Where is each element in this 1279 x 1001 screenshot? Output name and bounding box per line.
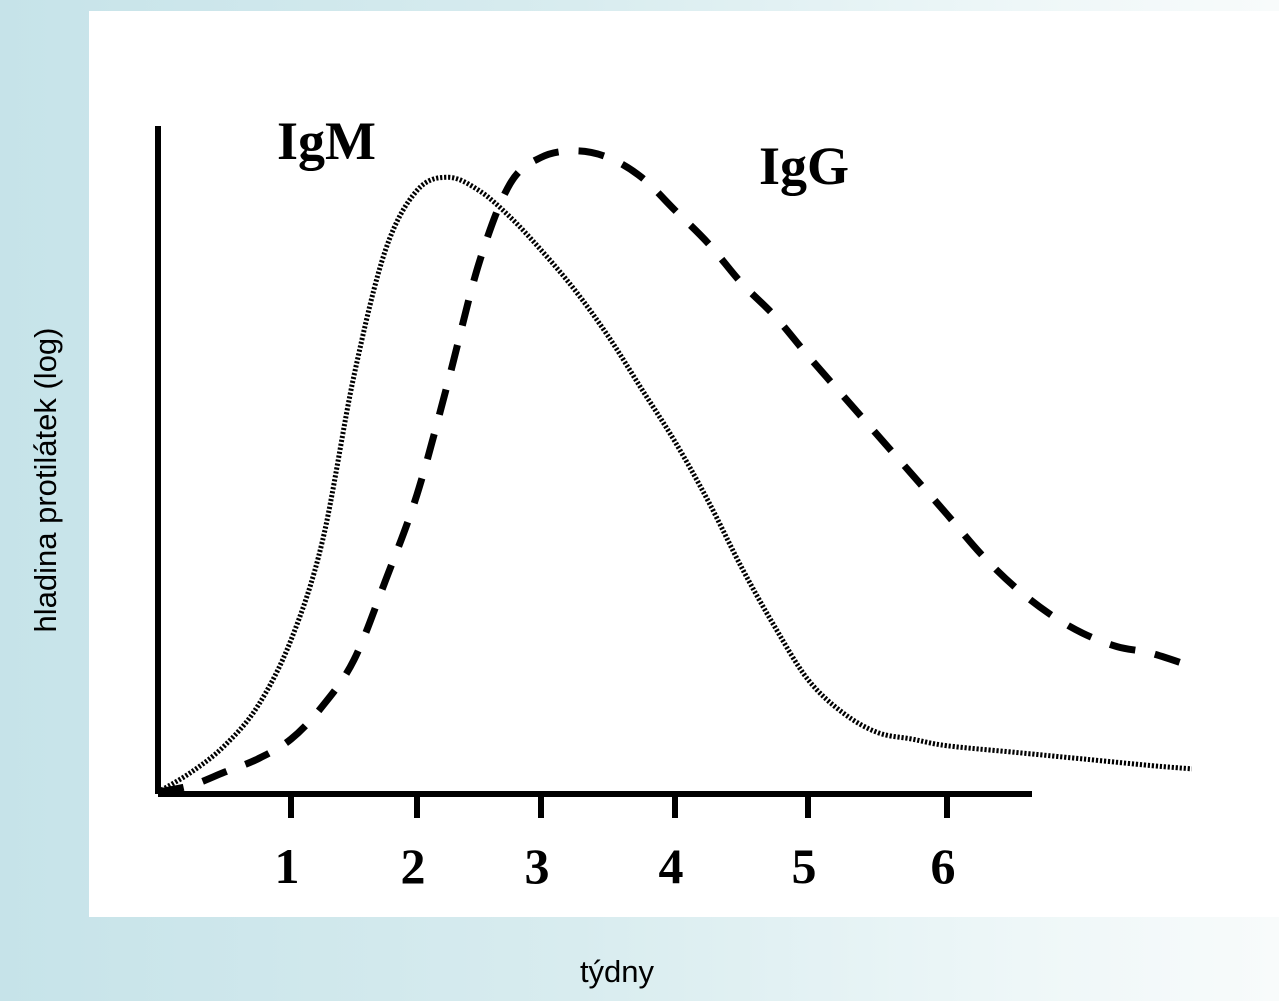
- x-tick-label-6: 6: [931, 838, 956, 894]
- x-axis-label: týdny: [579, 954, 655, 989]
- x-tick-label-2: 2: [401, 838, 426, 894]
- x-tick-label-3: 3: [525, 838, 550, 894]
- series-line-igg: [157, 147, 1193, 796]
- x-tick-label-5: 5: [792, 838, 817, 894]
- series-line-igm: [156, 174, 1193, 795]
- series-label-igg: IgG: [759, 136, 849, 196]
- x-tick-label-4: 4: [659, 838, 684, 894]
- chart-panel: 1 2 3 4 5 6 IgM IgG: [89, 11, 1279, 917]
- y-axis-label: hladina protilátek (log): [28, 327, 63, 633]
- series-label-igm: IgM: [277, 111, 376, 171]
- chart-plot: 1 2 3 4 5 6 IgM IgG: [155, 111, 1193, 894]
- x-tick-label-1: 1: [275, 838, 300, 894]
